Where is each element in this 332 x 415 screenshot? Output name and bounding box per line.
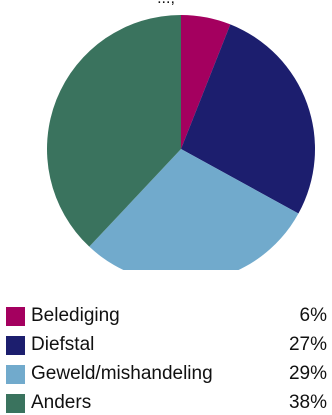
legend-label-diefstal: Diefstal: [31, 334, 95, 355]
legend-item-diefstal: Diefstal 27%: [6, 333, 327, 357]
legend-swatch-diefstal: [6, 336, 25, 355]
legend-value-geweld-mishandeling: 29%: [288, 363, 327, 384]
legend-swatch-anders: [6, 394, 25, 413]
legend-item-anders: Anders 38%: [6, 391, 327, 415]
legend-label-anders: Anders: [31, 392, 92, 413]
header-fragment: ...,: [0, 0, 332, 7]
pie-slice-anders: [47, 15, 182, 247]
legend-value-diefstal: 27%: [288, 334, 327, 355]
legend-value-anders: 38%: [288, 392, 327, 413]
legend-label-belediging: Belediging: [31, 305, 120, 326]
legend-item-belediging: Belediging 6%: [6, 304, 327, 328]
pie-slice-geweld-mishandeling: [89, 149, 299, 270]
legend-swatch-geweld-mishandeling: [6, 365, 25, 384]
pie-chart: [47, 15, 316, 270]
pie-slice-belediging: [181, 15, 231, 149]
pie-slice-diefstal: [181, 24, 316, 214]
legend-item-geweld-mishandeling: Geweld/mishandeling 29%: [6, 362, 327, 386]
legend-value-belediging: 6%: [299, 305, 327, 326]
legend-swatch-belediging: [6, 307, 25, 326]
legend-label-geweld-mishandeling: Geweld/mishandeling: [31, 363, 213, 384]
